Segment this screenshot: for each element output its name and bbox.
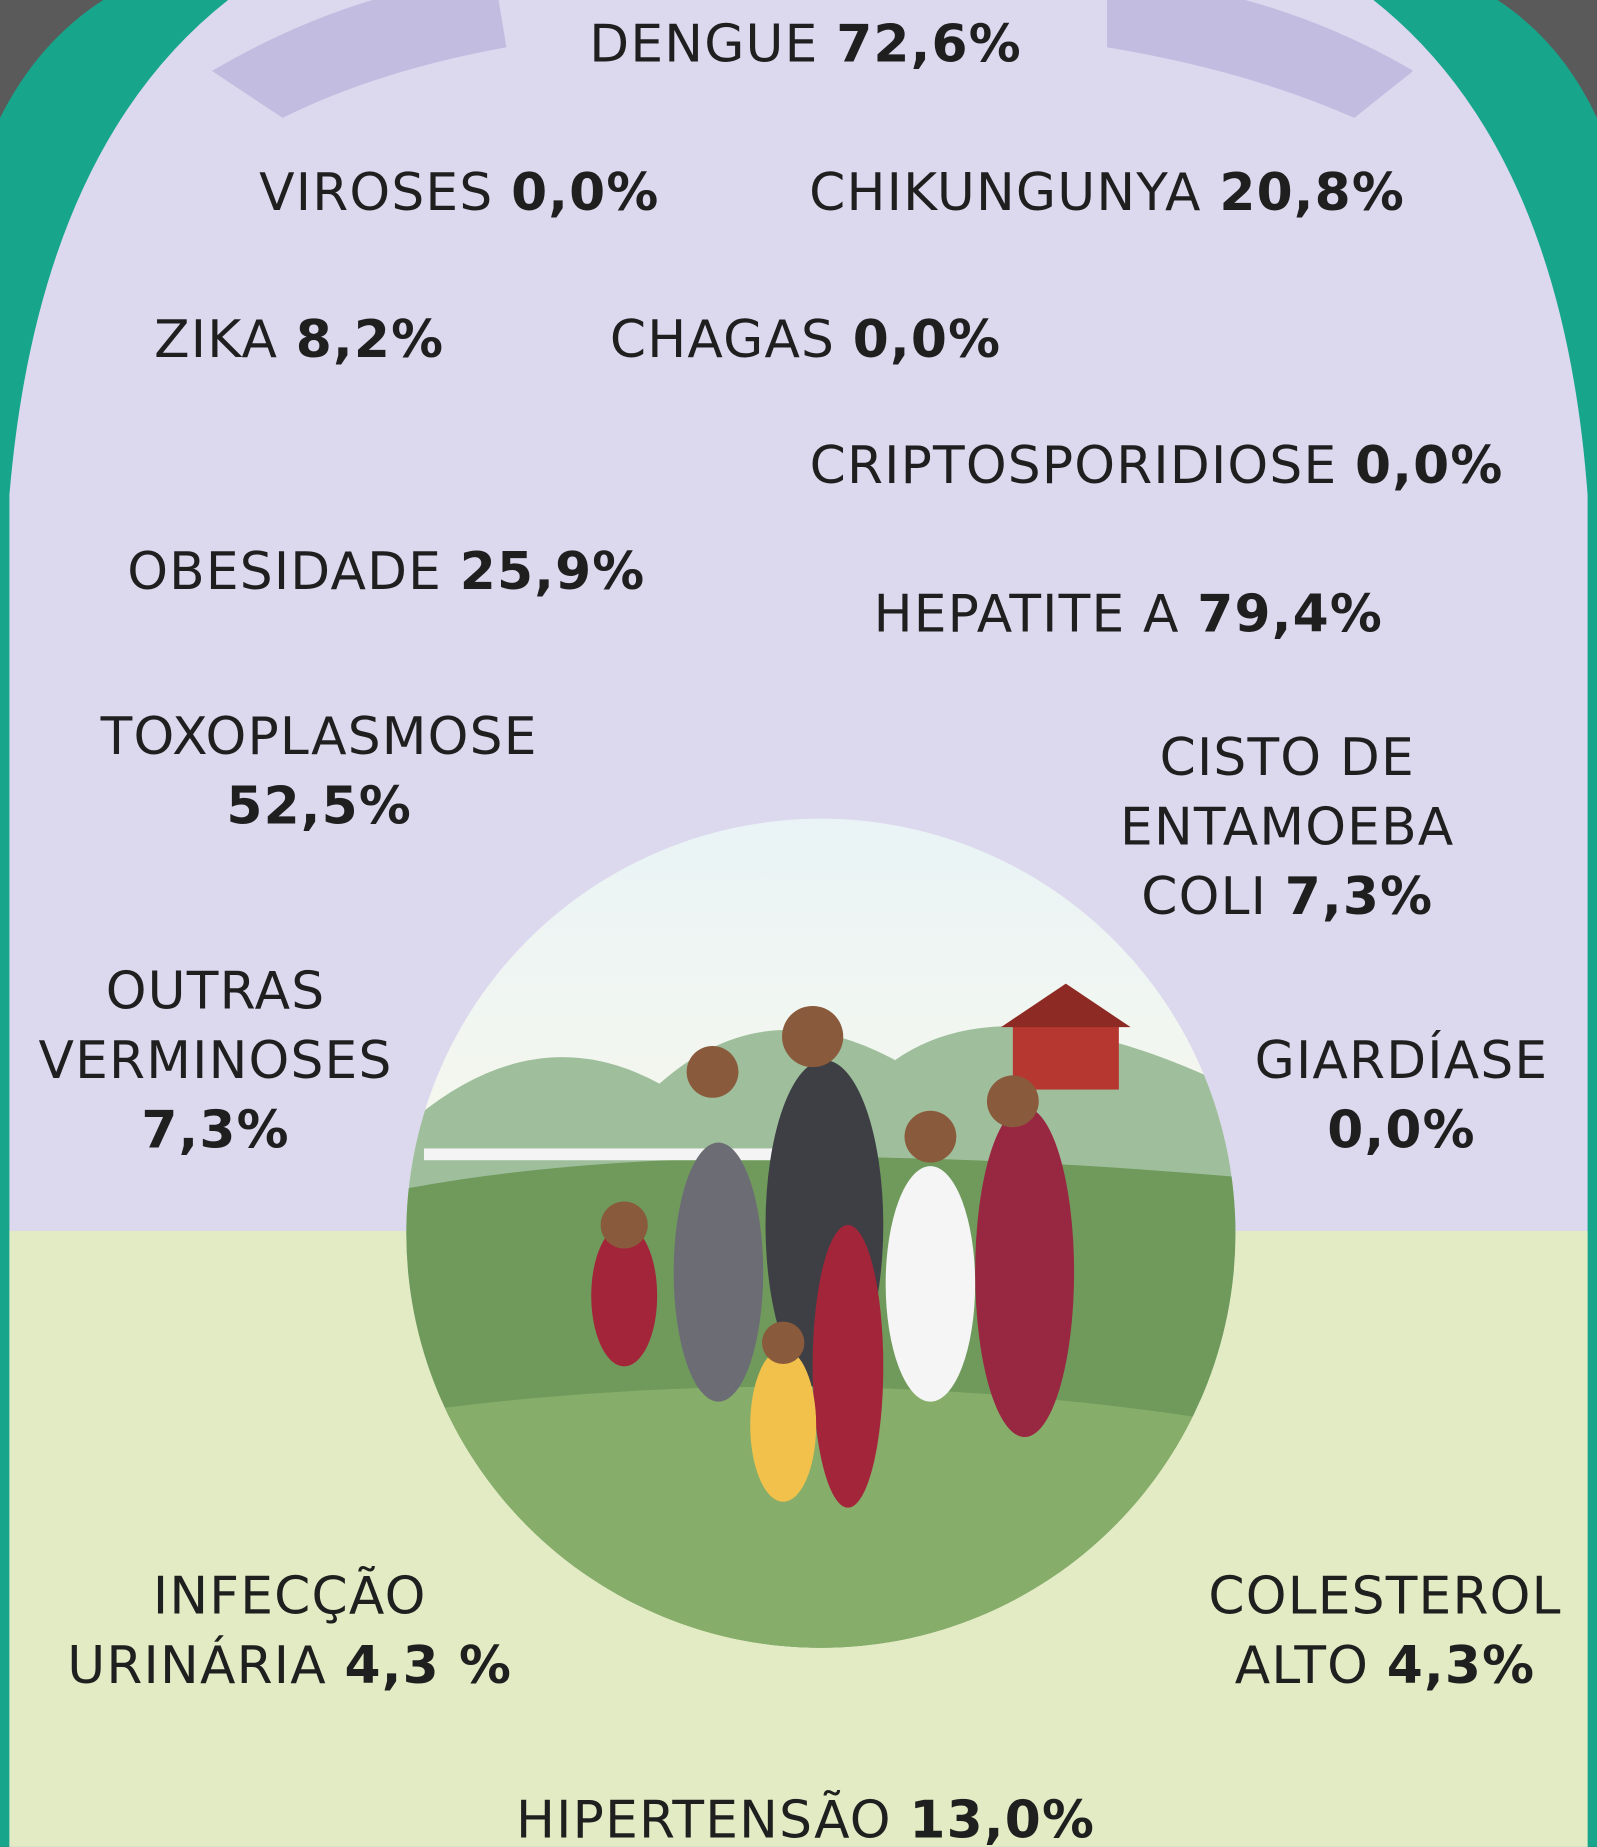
family: [591, 1005, 1075, 1508]
name-text: CHAGAS: [610, 310, 835, 370]
disease-name: HEPATITE A 79,4%: [874, 584, 1383, 644]
disease-label: COLESTEROL ALTO 4,3%: [1208, 1567, 1561, 1696]
name-text: COLI: [1141, 867, 1267, 927]
disease-value: 0,0%: [1327, 1100, 1475, 1160]
disease-value: 72,6%: [836, 14, 1022, 74]
name-text: VIROSES: [259, 163, 493, 223]
disease-name: CHIKUNGUNYA 20,8%: [809, 163, 1405, 223]
name-text: GIARDÍASE: [1255, 1030, 1549, 1091]
name-text: URINÁRIA: [67, 1635, 327, 1696]
name-text: ZIKA: [154, 310, 278, 370]
disease-label: GIARDÍASE 0,0%: [1255, 1030, 1549, 1160]
name-text: OUTRAS: [106, 961, 326, 1021]
disease-label: CHIKUNGUNYA 20,8%: [809, 163, 1405, 223]
name-text: ENTAMOEBA: [1120, 798, 1454, 858]
disease-value: 4,3%: [1387, 1636, 1535, 1696]
disease-name: CISTO DE: [1160, 728, 1415, 788]
disease-label: OUTRAS VERMINOSES 7,3%: [39, 961, 393, 1160]
disease-value: 25,9%: [460, 542, 646, 602]
disease-value: 13,0%: [909, 1790, 1095, 1847]
barn: [1012, 1024, 1119, 1090]
disease-label: HIPERTENSÃO 13,0%: [516, 1789, 1095, 1847]
name-text: TOXOPLASMOSE: [100, 707, 538, 767]
disease-value: 7,3%: [141, 1100, 289, 1160]
disease-label: INFECÇÃO URINÁRIA 4,3 %: [67, 1566, 512, 1696]
name-text: COLESTEROL: [1208, 1567, 1561, 1627]
name-text: VERMINOSES: [39, 1031, 393, 1091]
name-text: OBESIDADE: [127, 542, 442, 602]
disease-name: OBESIDADE 25,9%: [127, 542, 645, 602]
disease-label: VIROSES 0,0%: [259, 163, 659, 223]
illustration: [406, 818, 1236, 1648]
disease-name: URINÁRIA 4,3 %: [67, 1635, 512, 1696]
disease-name: CHAGAS 0,0%: [610, 310, 1001, 370]
disease-name: OUTRAS: [106, 961, 326, 1021]
name-text: INFECÇÃO: [153, 1566, 427, 1627]
barn-roof: [1001, 983, 1131, 1028]
name-text: CHIKUNGUNYA: [809, 163, 1202, 223]
name-text: ALTO: [1235, 1636, 1369, 1696]
disease-value: 8,2%: [296, 310, 444, 370]
disease-value: 0,0%: [853, 310, 1001, 370]
disease-name: VERMINOSES: [39, 1031, 393, 1091]
disease-name: VIROSES 0,0%: [259, 163, 659, 223]
disease-label: DENGUE 72,6%: [589, 14, 1022, 74]
disease-name: ALTO 4,3%: [1235, 1636, 1535, 1696]
disease-label: HEPATITE A 79,4%: [874, 584, 1383, 644]
disease-name: ZIKA 8,2%: [154, 310, 444, 370]
disease-name: COLI 7,3%: [1141, 867, 1433, 927]
disease-name: GIARDÍASE: [1255, 1030, 1549, 1091]
disease-label: CHAGAS 0,0%: [610, 310, 1001, 370]
name-text: CRIPTOSPORIDIOSE: [810, 436, 1338, 496]
disease-value: 4,3 %: [345, 1636, 513, 1696]
name-text: HEPATITE A: [874, 584, 1180, 644]
disease-value: 52,5%: [226, 776, 412, 836]
disease-name: HIPERTENSÃO 13,0%: [516, 1789, 1095, 1847]
name-text: DENGUE: [589, 14, 818, 74]
disease-value: 20,8%: [1219, 163, 1405, 223]
disease-label: CRIPTOSPORIDIOSE 0,0%: [810, 436, 1504, 496]
name-text: CISTO DE: [1160, 728, 1415, 788]
disease-label: TOXOPLASMOSE 52,5%: [100, 707, 538, 836]
disease-name: TOXOPLASMOSE: [100, 707, 538, 767]
disease-label: OBESIDADE 25,9%: [127, 542, 645, 602]
disease-value: 0,0%: [511, 163, 659, 223]
fence: [423, 1148, 801, 1161]
pill-left: [211, 0, 507, 118]
pill-right: [1107, 0, 1414, 118]
name-text: HIPERTENSÃO: [516, 1789, 892, 1847]
disease-name: CRIPTOSPORIDIOSE 0,0%: [810, 436, 1504, 496]
disease-name: COLESTEROL: [1208, 1567, 1561, 1627]
disease-value: 79,4%: [1197, 584, 1383, 644]
disease-name: DENGUE 72,6%: [589, 14, 1022, 74]
disease-label: CISTO DE ENTAMOEBA COLI 7,3%: [1120, 728, 1454, 927]
disease-name: INFECÇÃO: [153, 1566, 427, 1627]
disease-value: 0,0%: [1355, 436, 1503, 496]
disease-value: 7,3%: [1285, 867, 1433, 927]
disease-name: ENTAMOEBA: [1120, 798, 1454, 858]
disease-label: ZIKA 8,2%: [154, 310, 444, 370]
